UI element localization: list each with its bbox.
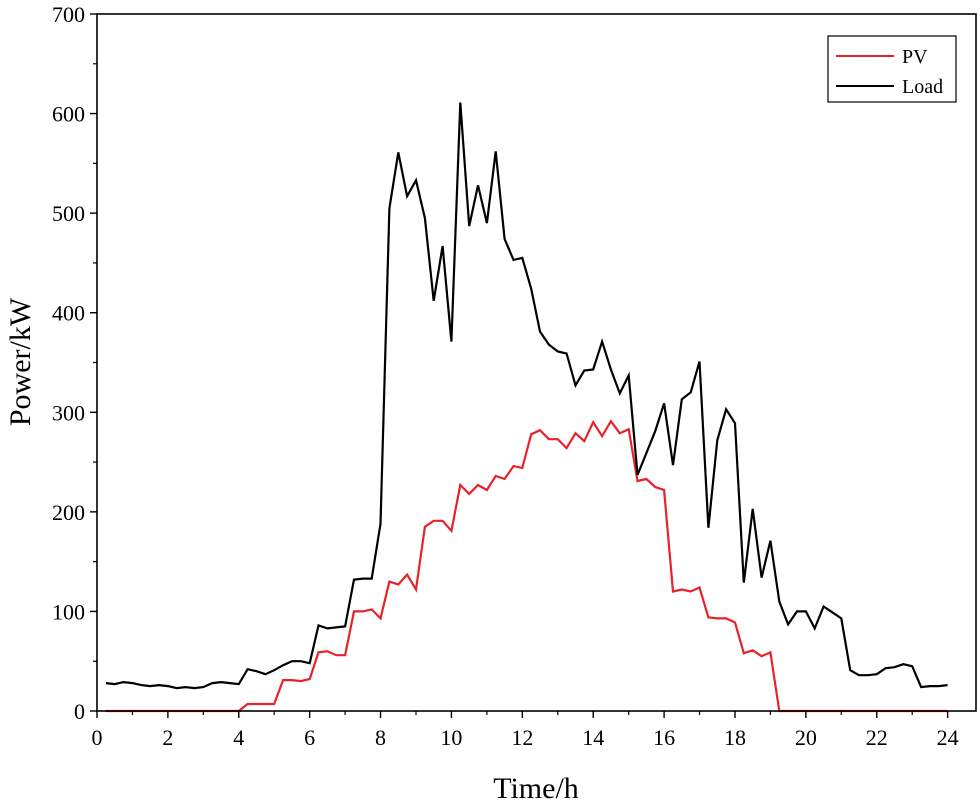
x-tick-label: 16	[653, 725, 675, 750]
x-tick-label: 2	[162, 725, 173, 750]
y-tick-label: 0	[74, 699, 85, 724]
x-tick-label: 18	[724, 725, 746, 750]
y-axis-title: Power/kW	[4, 297, 37, 426]
series-line-load	[105, 102, 948, 690]
x-tick-label: 24	[937, 725, 959, 750]
legend-label-pv: PV	[902, 46, 928, 68]
y-tick-label: 700	[52, 2, 85, 27]
x-tick-label: 14	[582, 725, 604, 750]
y-tick-label: 200	[52, 500, 85, 525]
y-tick-label: 100	[52, 599, 85, 624]
x-axis-title: Time/h	[493, 772, 579, 805]
x-tick-label: 12	[511, 725, 533, 750]
y-tick-label: 500	[52, 201, 85, 226]
x-tick-label: 22	[866, 725, 888, 750]
x-tick-label: 4	[233, 725, 244, 750]
y-tick-label: 400	[52, 301, 85, 326]
legend-box	[827, 35, 957, 103]
x-tick-label: 20	[795, 725, 817, 750]
ticks-layer	[90, 13, 949, 718]
y-tick-label: 300	[52, 400, 85, 425]
x-tick-label: 0	[92, 725, 103, 750]
x-tick-label: 10	[440, 725, 462, 750]
x-tick-label: 8	[375, 725, 386, 750]
y-tick-label: 600	[52, 102, 85, 127]
tick-labels-layer: 0 2 4 6 8 10 12 14 16 18 20 22 240100200300400500600…	[52, 2, 959, 750]
legend-label-load: Load	[902, 76, 943, 98]
legend: PV Load	[827, 35, 957, 103]
x-tick-label: 6	[304, 725, 315, 750]
